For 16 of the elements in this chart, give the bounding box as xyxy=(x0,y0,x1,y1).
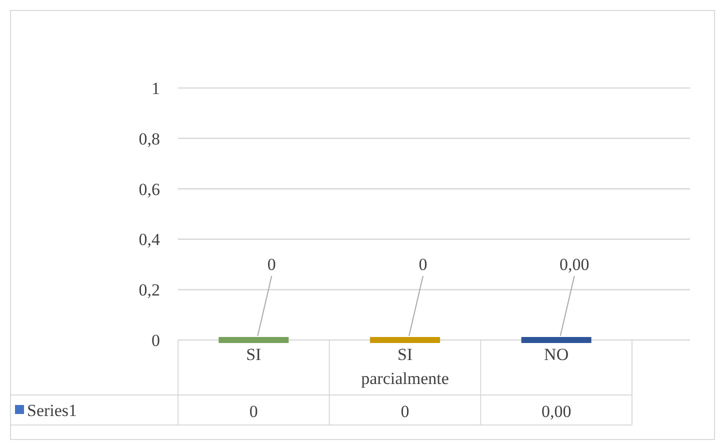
text: 0 xyxy=(418,255,428,274)
y-tick-label: 0 xyxy=(152,331,160,350)
data-label: 0 xyxy=(400,402,410,421)
y-tick-label: 0,4 xyxy=(138,230,160,250)
y-tick-label: 0,6 xyxy=(138,180,160,199)
x-tick-label: SI xyxy=(246,345,262,364)
text: Series1 xyxy=(27,401,78,420)
x-tick-label: SI parcialmente xyxy=(361,345,449,388)
x-tick-label: NO xyxy=(544,345,569,364)
text: 0 xyxy=(267,255,276,274)
y-tick-label: 1 xyxy=(152,79,160,98)
data-label: 0,00 xyxy=(541,402,572,421)
y-tick-label: 0,2 xyxy=(138,280,160,300)
text: 0,00 xyxy=(559,255,590,274)
data-label: 0 xyxy=(249,402,258,421)
y-tick-label: 0,8 xyxy=(138,129,160,148)
